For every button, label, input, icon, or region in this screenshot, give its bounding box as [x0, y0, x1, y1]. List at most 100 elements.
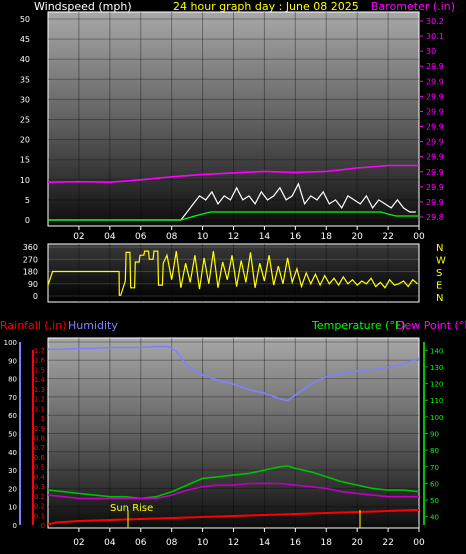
rainfall-axis-title: Rainfall (.in): [0, 319, 67, 332]
chart-date-title: 24 hour graph day : June 08 2025: [173, 0, 359, 13]
x-tick-label: 12: [228, 538, 239, 548]
rainfall-tick-label: 0.2: [34, 493, 45, 501]
barometer-tick-label: 29.9: [426, 123, 444, 132]
wind-barometer-grid: [48, 12, 419, 226]
direction-tick-label: 270: [23, 255, 38, 264]
x-tick-label: 14: [259, 538, 271, 548]
barometer-tick-label: 30.1: [426, 32, 444, 41]
humidity-tick-label: 60: [8, 412, 17, 420]
temperature-tick-label: 40: [430, 514, 439, 522]
barometer-axis-title: Barometer (.in): [371, 0, 455, 13]
windspeed-tick-label: 0: [25, 216, 30, 225]
humidity-tick-label: 70: [8, 394, 17, 402]
barometer-tick-label: 29.9: [426, 183, 444, 192]
humidity-tick-label: 80: [8, 376, 17, 384]
rainfall-tick-label: 0.2: [34, 503, 45, 511]
wind-barometer-plot-area: [47, 11, 420, 227]
rainfall-tick-label: 0.3: [34, 483, 45, 491]
rainfall-tick-label: 1.6: [34, 357, 46, 365]
x-tick-label: 04: [104, 538, 116, 548]
rainfall-tick-label: 1.2: [34, 396, 45, 404]
x-tick-label: 08: [166, 232, 178, 242]
rainfall-series-line: [47, 509, 419, 526]
sunrise-label: Sun Rise: [110, 503, 153, 514]
barometer-tick-label: 29.9: [426, 62, 444, 71]
barometer-tick-label: 29.9: [426, 168, 444, 177]
temperature-humidity-ticks: 010203040506070809010000.10.20.20.30.40.…: [4, 339, 444, 548]
windspeed-series-line: [48, 182, 416, 221]
wind-barometer-ticks: 0 5 10 15 20 25 30 35 40 45 50 29.8 29.9 29.9 29.9 29.9…: [20, 15, 444, 242]
windspeed-tick-label: 10: [20, 176, 30, 185]
x-tick-label: 16: [290, 232, 302, 242]
barometer-series-line: [47, 164, 419, 184]
direction-tick-label: 180: [23, 268, 38, 277]
x-tick-label: 00: [413, 232, 425, 242]
x-tick-label: 04: [104, 232, 116, 242]
compass-label: N: [436, 293, 443, 304]
wind-direction-series-line: [47, 250, 418, 296]
direction-tick-label: 360: [23, 243, 38, 252]
x-tick-label: 12: [228, 232, 239, 242]
barometer-tick-label: 29.9: [426, 92, 444, 101]
humidity-tick-label: 100: [4, 339, 17, 347]
x-tick-label: 00: [413, 538, 425, 548]
barometer-tick-label: 29.9: [426, 138, 444, 147]
windspeed-tick-label: 20: [20, 136, 30, 145]
windspeed-tick-label: 50: [20, 15, 30, 24]
dewpoint-axis-title: Dew Point (°F): [396, 319, 466, 332]
compass-label: N: [436, 243, 443, 254]
temperature-axis-title: Temperature (°F): [311, 319, 406, 332]
humidity-tick-label: 30: [8, 467, 17, 475]
rainfall-tick-label: 0.5: [34, 464, 45, 472]
x-tick-label: 20: [351, 232, 363, 242]
rainfall-tick-label: 1.1: [34, 405, 45, 413]
compass-label: W: [436, 256, 446, 267]
rainfall-tick-label: 0.1: [34, 512, 45, 520]
compass-label: E: [436, 281, 442, 292]
dewpoint-series-line: [47, 482, 419, 500]
rainfall-tick-label: 1.7: [34, 347, 45, 355]
temperature-tick-label: 60: [430, 480, 439, 488]
windspeed-tick-label: 35: [20, 75, 30, 84]
barometer-tick-label: 29.8: [426, 213, 444, 222]
wind-barometer-series: [47, 164, 419, 221]
temperature-tick-label: 140: [430, 347, 443, 355]
temperature-humidity-series: [47, 345, 420, 526]
humidity-tick-label: 20: [8, 485, 17, 493]
x-tick-label: 06: [135, 538, 147, 548]
barometer-tick-label: 29.9: [426, 198, 444, 207]
barometer-tick-label: 29.9: [426, 77, 444, 86]
x-tick-label: 16: [290, 538, 302, 548]
wind-direction-plot-area: [47, 243, 420, 303]
windspeed-tick-label: 15: [20, 156, 30, 165]
rainfall-tick-label: 0: [41, 522, 45, 530]
rainfall-tick-label: 1.3: [34, 386, 45, 394]
windspeed-tick-label: 45: [20, 35, 30, 44]
x-tick-label: 18: [321, 538, 333, 548]
compass-label: S: [436, 268, 442, 279]
temperature-tick-label: 70: [430, 464, 439, 472]
rainfall-tick-label: 0.8: [34, 435, 45, 443]
humidity-tick-label: 90: [8, 357, 17, 365]
wind-average-series-line: [48, 211, 419, 221]
humidity-tick-label: 50: [8, 431, 17, 439]
x-tick-label: 10: [197, 538, 209, 548]
humidity-tick-label: 10: [8, 504, 17, 512]
windspeed-tick-label: 30: [20, 95, 30, 104]
x-tick-label: 22: [382, 232, 393, 242]
x-tick-label: 06: [135, 232, 147, 242]
temperature-tick-label: 100: [430, 414, 443, 422]
temperature-series-line: [47, 465, 420, 500]
rainfall-tick-label: 0.9: [34, 425, 45, 433]
x-tick-label: 02: [73, 538, 84, 548]
temperature-tick-label: 120: [430, 381, 443, 389]
rainfall-tick-label: 1.4: [34, 376, 46, 384]
temperature-tick-label: 130: [430, 364, 443, 372]
x-tick-label: 14: [259, 232, 271, 242]
rainfall-tick-label: 0.4: [34, 473, 46, 481]
barometer-tick-label: 29.9: [426, 107, 444, 116]
humidity-axis-title: Humidity: [68, 319, 118, 332]
barometer-tick-label: 30: [426, 47, 436, 56]
